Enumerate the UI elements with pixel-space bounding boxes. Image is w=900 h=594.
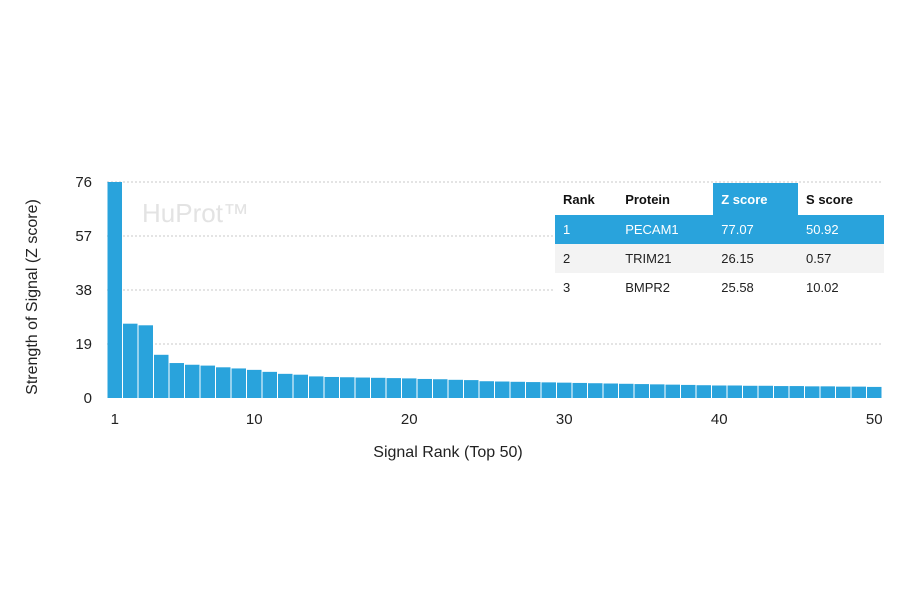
bar-1	[107, 182, 122, 398]
y-tick-label-1: 19	[75, 336, 92, 353]
header-s-score: S score	[806, 191, 854, 207]
bar-11	[262, 371, 277, 398]
bar-18	[371, 377, 386, 398]
bar-43	[758, 385, 773, 398]
bar-36	[650, 384, 665, 398]
x-tick-label-2: 20	[401, 411, 418, 428]
header-protein: Protein	[625, 191, 670, 207]
x-tick-label-5: 50	[866, 411, 883, 428]
cell-z-score: 25.58	[713, 273, 799, 302]
cell-protein: BMPR2	[617, 273, 714, 302]
table-header-row: Rank Protein Z score S score	[555, 183, 884, 215]
bar-27	[510, 381, 525, 398]
bar-34	[619, 383, 634, 398]
bar-26	[495, 381, 510, 398]
bar-28	[526, 382, 541, 398]
cell-rank: 2	[555, 244, 618, 273]
bar-17	[355, 377, 370, 398]
bar-37	[665, 384, 680, 398]
bar-24	[464, 380, 479, 398]
bar-48	[836, 386, 851, 398]
cell-z-score: 26.15	[713, 244, 799, 273]
bar-50	[867, 386, 882, 398]
bar-13	[293, 374, 308, 398]
bar-9	[231, 368, 246, 398]
cell-s-score: 50.92	[798, 215, 884, 244]
y-tick-labels: 0 19 38 57 76	[75, 174, 92, 407]
bar-10	[247, 369, 262, 398]
bar-15	[324, 376, 339, 398]
y-tick-label-0: 0	[84, 390, 92, 407]
bar-33	[603, 383, 618, 398]
table-row: 1 PECAM1 77.07 50.92	[555, 215, 884, 244]
cell-s-score: 0.57	[798, 244, 884, 273]
header-z-score: Z score	[713, 183, 799, 215]
x-axis-title: Signal Rank (Top 50)	[373, 444, 522, 461]
y-tick-label-2: 38	[75, 282, 92, 299]
bar-35	[634, 384, 649, 398]
cell-z-score: 77.07	[713, 215, 799, 244]
bar-29	[541, 382, 556, 398]
bar-4	[154, 354, 169, 398]
bar-7	[200, 365, 215, 398]
bar-30	[557, 382, 572, 398]
bar-41	[727, 385, 742, 398]
bar-40	[712, 385, 727, 398]
bar-19	[386, 378, 401, 398]
bar-20	[402, 378, 417, 398]
x-tick-label-4: 40	[711, 411, 728, 428]
bar-39	[696, 385, 711, 398]
y-axis-title: Strength of Signal (Z score)	[24, 199, 41, 395]
bar-49	[851, 386, 866, 398]
bar-3	[138, 325, 153, 398]
bar-22	[433, 379, 448, 398]
x-tick-label-3: 30	[556, 411, 573, 428]
cell-protein: PECAM1	[617, 215, 714, 244]
bar-2	[123, 323, 138, 398]
cell-s-score: 10.02	[798, 273, 884, 302]
cell-protein: TRIM21	[617, 244, 714, 273]
bars	[107, 182, 882, 398]
cell-rank: 3	[555, 273, 618, 302]
y-tick-label-4: 76	[75, 174, 92, 191]
bar-44	[774, 386, 789, 398]
bar-16	[340, 377, 355, 398]
bar-8	[216, 367, 231, 398]
bar-31	[572, 382, 587, 398]
y-tick-label-3: 57	[75, 228, 92, 245]
bar-12	[278, 373, 293, 398]
bar-42	[743, 385, 758, 398]
bar-25	[479, 381, 494, 398]
bar-32	[588, 383, 603, 398]
table-row: 3 BMPR2 25.58 10.02	[555, 273, 884, 302]
watermark: HuProt™	[142, 198, 249, 228]
bar-45	[789, 386, 804, 398]
bar-14	[309, 376, 324, 398]
bar-21	[417, 378, 432, 398]
x-tick-label-1: 10	[246, 411, 263, 428]
x-tick-labels: 1 10 20 30 40 50	[111, 411, 883, 428]
score-table: Rank Protein Z score S score 1 PECAM1 77…	[555, 183, 884, 302]
bar-5	[169, 363, 184, 398]
bar-38	[681, 384, 696, 398]
header-rank: Rank	[563, 191, 595, 207]
bar-47	[820, 386, 835, 398]
bar-46	[805, 386, 820, 398]
x-tick-label-0: 1	[111, 411, 119, 428]
cell-rank: 1	[555, 215, 618, 244]
bar-6	[185, 364, 200, 398]
bar-23	[448, 379, 463, 398]
table-row: 2 TRIM21 26.15 0.57	[555, 244, 884, 273]
